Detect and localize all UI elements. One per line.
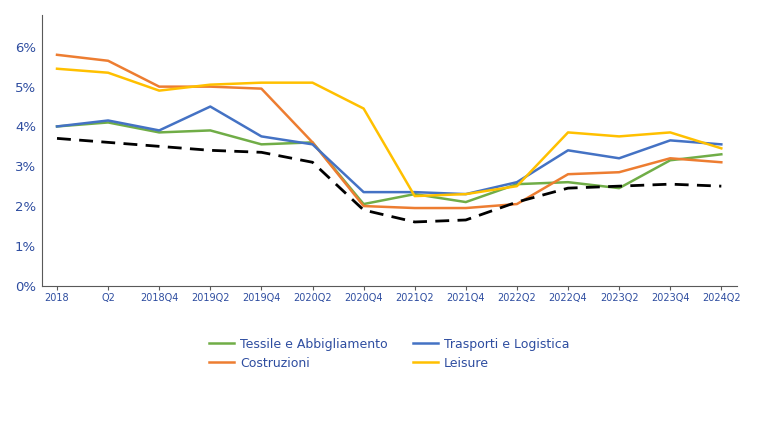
Leisure <box>717 146 726 151</box>
Tessile e Abbigliamento <box>308 140 317 145</box>
Trasporti e Logistica <box>512 180 522 185</box>
Costruzioni <box>52 52 61 57</box>
Costruzioni <box>462 205 471 210</box>
Costruzioni <box>563 171 572 177</box>
Trasporti e Logistica <box>717 142 726 147</box>
Trasporti e Logistica <box>666 138 675 143</box>
Tessile e Abbigliamento <box>104 120 113 125</box>
Leisure <box>462 191 471 197</box>
Tessile e Abbigliamento <box>155 130 164 135</box>
Trasporti e Logistica <box>410 190 419 195</box>
Costruzioni <box>104 58 113 63</box>
Leisure <box>615 134 624 139</box>
Trasporti e Logistica <box>104 118 113 123</box>
Tessile e Abbigliamento <box>205 128 215 133</box>
Trasporti e Logistica <box>308 142 317 147</box>
Leisure <box>359 106 368 111</box>
Costruzioni <box>205 84 215 89</box>
Tessile e Abbigliamento <box>462 200 471 205</box>
Trasporti e Logistica <box>359 190 368 195</box>
Leisure <box>410 194 419 199</box>
Leisure <box>52 66 61 71</box>
Costruzioni <box>512 201 522 207</box>
Leisure <box>205 82 215 87</box>
Tessile e Abbigliamento <box>717 152 726 157</box>
Costruzioni <box>155 84 164 89</box>
Line: Tessile e Abbigliamento: Tessile e Abbigliamento <box>57 122 722 204</box>
Costruzioni <box>308 140 317 145</box>
Leisure <box>512 184 522 189</box>
Tessile e Abbigliamento <box>257 142 266 147</box>
Tessile e Abbigliamento <box>563 180 572 185</box>
Leisure <box>563 130 572 135</box>
Leisure <box>308 80 317 85</box>
Tessile e Abbigliamento <box>512 181 522 187</box>
Trasporti e Logistica <box>52 124 61 129</box>
Line: Leisure: Leisure <box>57 69 722 196</box>
Tessile e Abbigliamento <box>410 191 419 197</box>
Leisure <box>666 130 675 135</box>
Trasporti e Logistica <box>462 191 471 197</box>
Leisure <box>104 70 113 76</box>
Costruzioni <box>717 160 726 165</box>
Tessile e Abbigliamento <box>615 185 624 191</box>
Costruzioni <box>666 156 675 161</box>
Line: Costruzioni: Costruzioni <box>57 55 722 208</box>
Costruzioni <box>410 205 419 210</box>
Leisure <box>155 88 164 93</box>
Costruzioni <box>257 86 266 91</box>
Trasporti e Logistica <box>615 156 624 161</box>
Tessile e Abbigliamento <box>666 158 675 163</box>
Trasporti e Logistica <box>155 128 164 133</box>
Costruzioni <box>359 204 368 209</box>
Leisure <box>257 80 266 85</box>
Legend: Tessile e Abbigliamento, Costruzioni, Trasporti e Logistica, Leisure: Tessile e Abbigliamento, Costruzioni, Tr… <box>204 332 575 375</box>
Trasporti e Logistica <box>563 148 572 153</box>
Costruzioni <box>615 170 624 175</box>
Trasporti e Logistica <box>257 134 266 139</box>
Tessile e Abbigliamento <box>359 201 368 207</box>
Tessile e Abbigliamento <box>52 124 61 129</box>
Trasporti e Logistica <box>205 104 215 109</box>
Line: Trasporti e Logistica: Trasporti e Logistica <box>57 106 722 194</box>
